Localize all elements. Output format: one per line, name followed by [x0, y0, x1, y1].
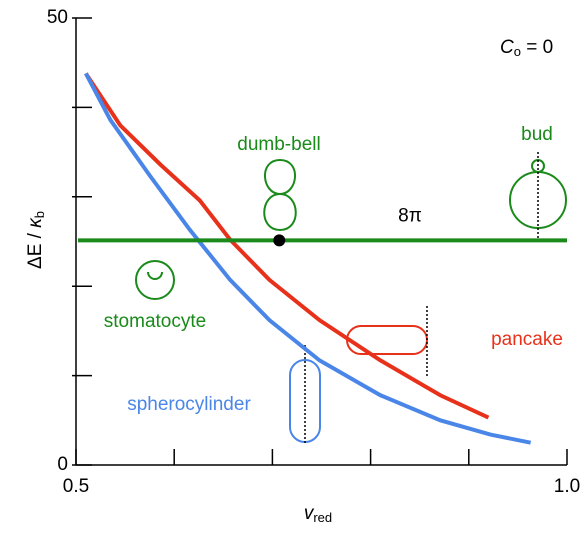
title-rest: = 0 [521, 37, 553, 58]
x-axis-label: vred [304, 503, 332, 525]
y-axis-label: ΔE / κb [25, 211, 47, 269]
line [86, 73, 531, 442]
ylabel-sep: / [25, 228, 46, 244]
point [273, 234, 285, 246]
title-sub: o [514, 44, 521, 59]
x-tick-label: 1.0 [554, 476, 580, 497]
stomatocyte-shape [136, 261, 174, 299]
line [86, 73, 489, 417]
title: Co = 0 [500, 37, 553, 59]
dumbbell-label: dumb-bell [237, 134, 320, 155]
xlabel-sub: red [313, 510, 332, 525]
series-label: spherocylinder [127, 394, 251, 415]
bud-label: bud [521, 124, 553, 145]
ylabel-sub: b [32, 211, 47, 218]
pancake-shape [347, 326, 427, 354]
y-tick-label: 0 [57, 454, 68, 475]
dumbbell-shape [264, 160, 296, 230]
series-label: pancake [491, 329, 563, 350]
title-symbol: C [500, 37, 514, 58]
stomatocyte-label: stomatocyte [104, 311, 206, 332]
x-tick-label: 0.5 [63, 476, 89, 497]
reference-label: 8π [398, 205, 422, 226]
ylabel-symbol: ΔE [25, 244, 46, 269]
chart: Co = 0 vred ΔE / κb dumb-bell bud stomat… [0, 0, 588, 529]
y-tick-label: 50 [47, 7, 68, 28]
